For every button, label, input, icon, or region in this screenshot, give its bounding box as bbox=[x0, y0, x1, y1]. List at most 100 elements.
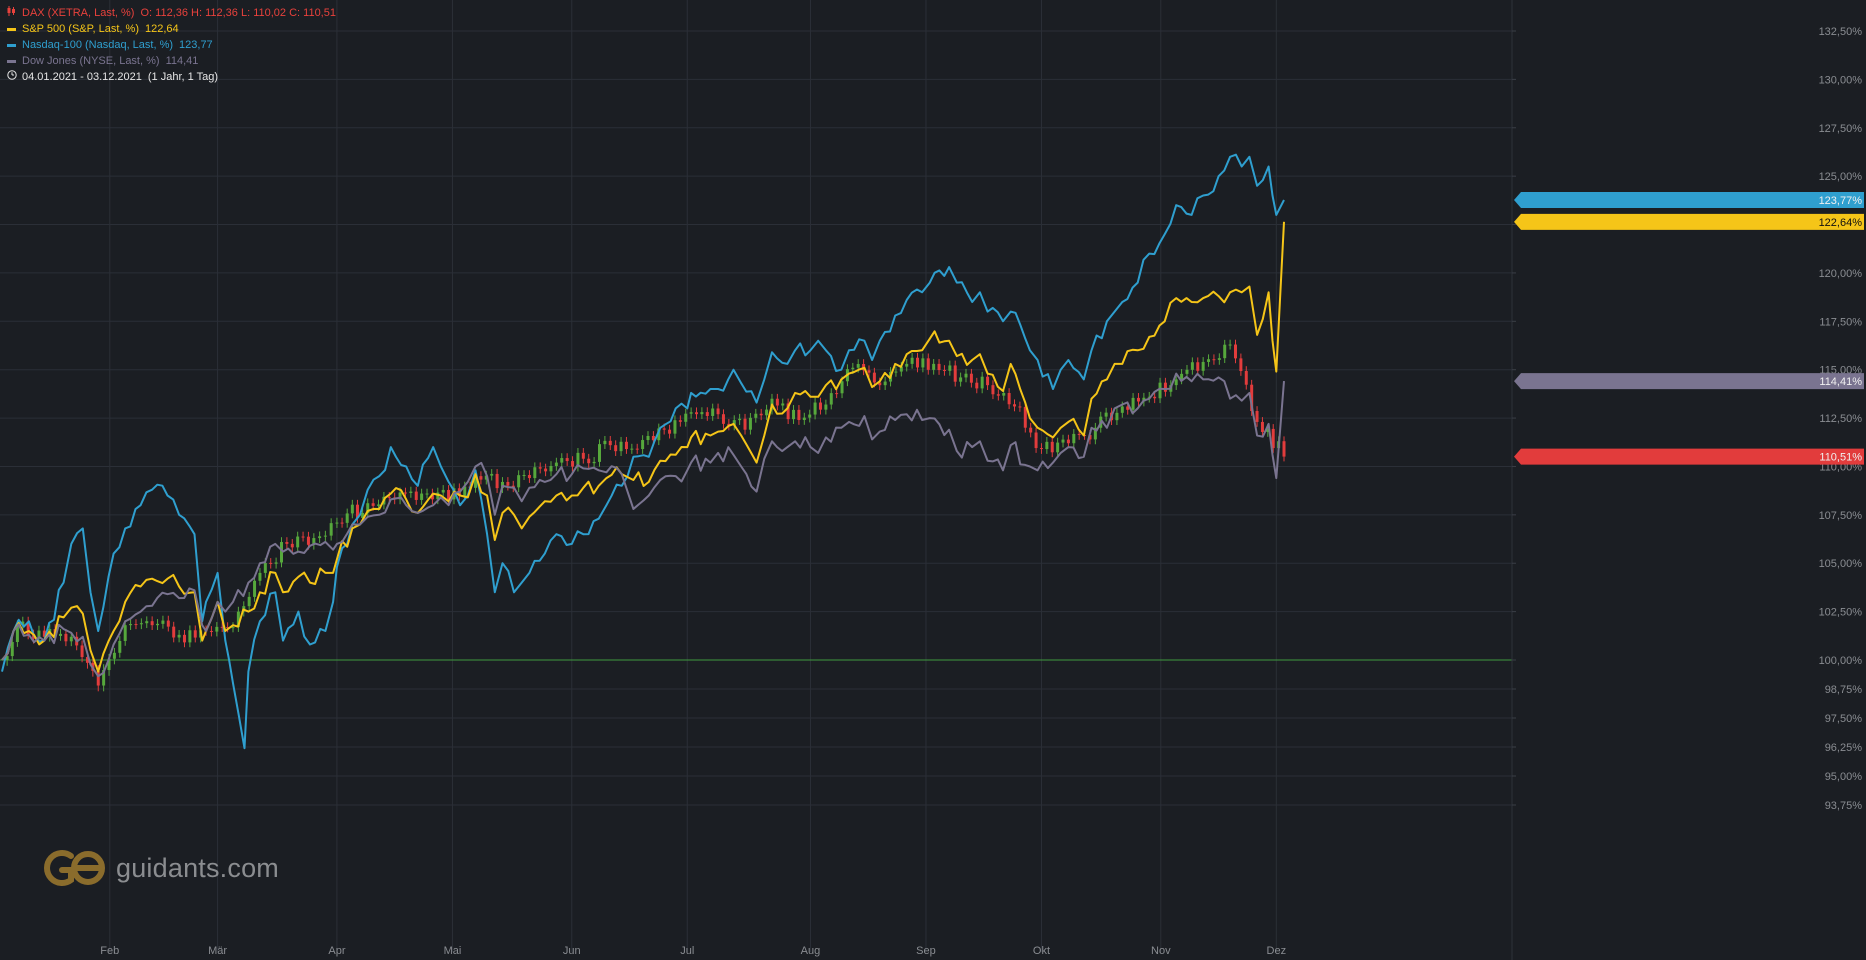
legend-nasdaq[interactable]: Nasdaq-100 (Nasdaq, Last, %) 123,77 bbox=[7, 37, 336, 53]
last-value-marker-nasdaq: 123,77% bbox=[1514, 191, 1864, 208]
candle-body bbox=[1190, 362, 1194, 370]
candle-body bbox=[565, 458, 569, 462]
legend-sp500[interactable]: S&P 500 (S&P, Last, %) 122,64 bbox=[7, 21, 336, 37]
candle-body bbox=[366, 503, 370, 513]
candle-body bbox=[495, 473, 499, 489]
grid bbox=[0, 0, 1512, 952]
x-tick-label: Feb bbox=[100, 945, 119, 957]
candle-body bbox=[1045, 441, 1049, 450]
legend-sp500-label: S&P 500 (S&P, Last, %) bbox=[22, 23, 139, 35]
candle-body bbox=[1260, 421, 1264, 432]
candle-body bbox=[403, 492, 407, 494]
candle-body bbox=[447, 489, 451, 500]
candle-body bbox=[948, 365, 952, 371]
y-tick-label: 130,00% bbox=[1819, 74, 1863, 86]
x-tick-label: Jun bbox=[563, 945, 581, 957]
candle-body bbox=[657, 428, 661, 441]
candle-body bbox=[986, 376, 990, 386]
y-tick-label: 98,75% bbox=[1825, 684, 1863, 696]
y-tick-label: 93,75% bbox=[1825, 800, 1863, 812]
candle-body bbox=[253, 580, 257, 597]
candle-body bbox=[1282, 441, 1286, 457]
candle-body bbox=[1072, 433, 1076, 444]
candle-body bbox=[786, 403, 790, 420]
candle-body bbox=[878, 382, 882, 386]
x-axis: Feb Mär Apr Mai Jun Jul Aug Sep Okt Nov Dez bbox=[100, 945, 1286, 957]
candle-body bbox=[134, 624, 138, 626]
candle-body bbox=[301, 536, 305, 538]
legend-dax[interactable]: DAX (XETRA, Last, %) O: 112,36 H: 112,36… bbox=[7, 5, 336, 21]
candle-body bbox=[5, 656, 9, 660]
candle-body bbox=[829, 393, 833, 405]
candle-body bbox=[592, 461, 596, 464]
x-tick-label: Mär bbox=[208, 945, 227, 957]
candle-body bbox=[1223, 344, 1227, 359]
candle-body bbox=[689, 412, 693, 414]
legend-period-interval: (1 Jahr, 1 Tag) bbox=[147, 71, 219, 83]
candle-body bbox=[673, 420, 677, 434]
candle-body bbox=[1136, 397, 1140, 402]
nasdaq-swatch-icon bbox=[7, 43, 16, 47]
candle-body bbox=[150, 621, 154, 626]
candle-body bbox=[678, 420, 682, 422]
y-tick-label: 127,50% bbox=[1819, 123, 1863, 135]
candle-body bbox=[959, 377, 963, 382]
candle-body bbox=[409, 491, 413, 493]
candle-body bbox=[705, 412, 709, 416]
candle-body bbox=[430, 493, 434, 500]
candle-body bbox=[872, 372, 876, 383]
y-tick-label: 100,00% bbox=[1819, 655, 1863, 667]
candle-body bbox=[1018, 406, 1022, 408]
candle-body bbox=[641, 440, 645, 450]
candle-body bbox=[695, 412, 699, 415]
x-tick-label: Mai bbox=[444, 945, 462, 957]
candle-body bbox=[851, 367, 855, 370]
candle-body bbox=[209, 630, 213, 632]
candle-body bbox=[759, 413, 763, 416]
candle-body bbox=[915, 357, 919, 368]
candle-body bbox=[69, 636, 73, 642]
candle-body bbox=[748, 417, 752, 430]
candle-body bbox=[953, 365, 957, 382]
candle-body bbox=[775, 398, 779, 406]
candle-body bbox=[21, 621, 25, 626]
candle-body bbox=[969, 373, 973, 383]
last-value-marker-bg bbox=[1514, 373, 1864, 390]
candle-body bbox=[193, 630, 197, 638]
legend-period-range: 04.01.2021 - 03.12.2021 bbox=[22, 71, 142, 83]
last-value-marker-label: 114,41% bbox=[1819, 376, 1862, 388]
candle-body bbox=[285, 542, 289, 544]
x-tick-label: Aug bbox=[801, 945, 821, 957]
candle-body bbox=[59, 633, 63, 636]
candle-body bbox=[630, 448, 634, 450]
candle-body bbox=[387, 496, 391, 498]
candle-body bbox=[318, 536, 322, 539]
candle-body bbox=[1077, 433, 1081, 435]
candle-body bbox=[226, 627, 230, 629]
legend-dow[interactable]: Dow Jones (NYSE, Last, %) 114,41 bbox=[7, 53, 336, 69]
legend-dax-ohlc: O: 112,36 H: 112,36 L: 110,02 C: 110,51 bbox=[140, 7, 336, 19]
candle-body bbox=[414, 491, 418, 500]
candle-body bbox=[1039, 448, 1043, 450]
candle-body bbox=[118, 640, 122, 653]
candle-body bbox=[818, 402, 822, 410]
guidants-logo: guidants.com bbox=[38, 846, 279, 890]
candle-body bbox=[1233, 344, 1237, 359]
candlestick-icon bbox=[7, 5, 16, 21]
candle-body bbox=[85, 657, 89, 663]
legend-period[interactable]: 04.01.2021 - 03.12.2021 (1 Jahr, 1 Tag) bbox=[7, 69, 336, 85]
y-axis-panel[interactable] bbox=[1512, 0, 1866, 960]
candle-body bbox=[1013, 404, 1017, 407]
candle-body bbox=[345, 513, 349, 523]
series-line-dow bbox=[1, 372, 1285, 678]
candle-body bbox=[517, 475, 521, 488]
candle-body bbox=[975, 382, 979, 389]
legend-dow-label: Dow Jones (NYSE, Last, %) bbox=[22, 55, 160, 67]
candle-body bbox=[883, 381, 887, 386]
legend-sp500-value: 122,64 bbox=[145, 23, 179, 35]
candle-body bbox=[1023, 406, 1027, 428]
last-value-marker-bg bbox=[1514, 213, 1864, 230]
y-tick-label: 125,00% bbox=[1819, 171, 1863, 183]
candle-body bbox=[980, 376, 984, 389]
